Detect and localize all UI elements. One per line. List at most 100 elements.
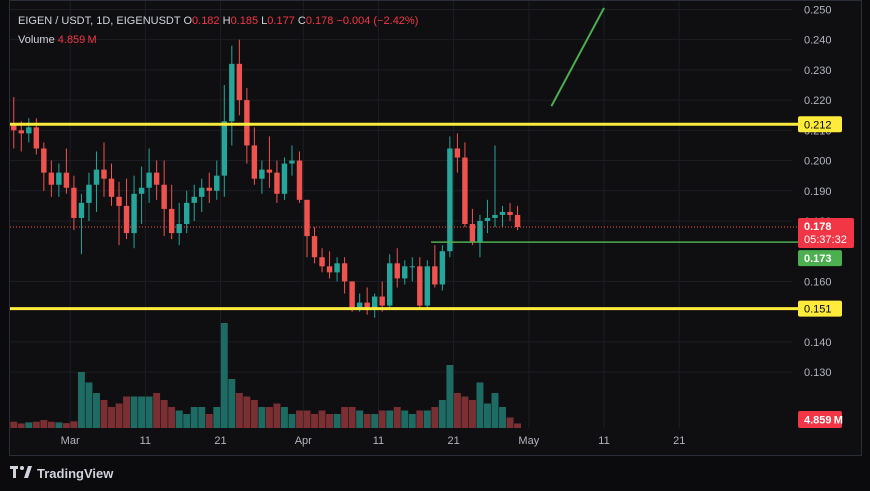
candle-up (281, 163, 288, 194)
candle-up (214, 175, 220, 191)
candle-up (229, 63, 235, 122)
candle-up (93, 169, 100, 185)
candle-up (86, 184, 92, 203)
candle-up (26, 127, 32, 134)
candle-up (146, 172, 152, 188)
volume-bar (228, 379, 236, 428)
rising-trend-line (550, 7, 605, 107)
volume-bar (408, 414, 416, 428)
candle-up (191, 196, 197, 203)
candle-down (161, 184, 167, 209)
candle-down (33, 127, 40, 149)
volume-bar (371, 414, 379, 428)
candle-up (447, 148, 453, 252)
candle-up (199, 187, 205, 197)
candle-up (176, 224, 182, 234)
volume-bar (499, 407, 506, 428)
candle-down (296, 160, 303, 200)
x-tick-label: 11 (140, 435, 151, 447)
candle-down (319, 257, 325, 267)
volume-bar (93, 393, 100, 428)
volume-bar (153, 393, 161, 428)
candle-down (341, 263, 348, 282)
volume-bar (213, 407, 221, 428)
volume-bar (288, 414, 296, 428)
volume-bar (47, 421, 55, 428)
candle-down (364, 302, 370, 309)
volume-bar (258, 407, 266, 428)
volume-bar (484, 403, 491, 428)
volume-bar (296, 410, 303, 428)
volume-bar (423, 410, 431, 428)
volume-bar (363, 414, 371, 428)
y-tick-label: 0.160 (804, 276, 832, 288)
candle-up (484, 217, 491, 221)
candle-up (402, 266, 408, 279)
x-tick-label: May (518, 435, 539, 447)
volume-bar (220, 323, 228, 428)
candle-down (108, 178, 115, 197)
y-tick-label: 0.240 (804, 35, 832, 47)
candle-down (507, 211, 513, 215)
candle-down (274, 172, 280, 194)
volume-bar (348, 407, 356, 428)
volume-bar (446, 365, 454, 428)
volume-bar (40, 419, 48, 428)
volume-bar (175, 410, 183, 428)
last-price-label: 0.178 (804, 221, 832, 233)
y-tick-label: 0.230 (804, 65, 832, 77)
low-value: 0.177 (267, 15, 295, 27)
candle-up (138, 187, 145, 194)
x-tick-label: 21 (448, 435, 460, 447)
volume-bar (10, 421, 18, 428)
volume-bar (393, 407, 401, 428)
candle-down (11, 124, 17, 131)
symbol-title: EIGEN / USDT, 1D, EIGENUSDT (18, 15, 181, 27)
volume-bar (77, 372, 85, 428)
volume-bar (514, 423, 522, 428)
tradingview-branding[interactable]: TradingView (10, 463, 113, 483)
candle-up (78, 202, 85, 218)
volume-bar (123, 396, 131, 428)
tradingview-logo-icon (10, 465, 32, 481)
candle-up (371, 296, 378, 309)
level-212-label: 0.212 (804, 119, 832, 131)
volume-bar (25, 422, 33, 428)
x-tick-label: Apr (295, 435, 312, 447)
candle-down (168, 208, 175, 234)
candle-down (41, 148, 47, 173)
candle-down (462, 157, 468, 225)
candle-down (469, 224, 476, 243)
open-label: O (183, 15, 193, 27)
y-tick-label: 0.200 (804, 156, 832, 168)
chart-panel[interactable] (9, 0, 862, 456)
candle-down (244, 100, 250, 146)
candle-down (326, 266, 333, 273)
candle-up (439, 251, 446, 285)
volume-bar (130, 396, 138, 428)
volume-bar (453, 393, 461, 428)
volume-bar (491, 393, 499, 428)
volume-bar (416, 410, 424, 428)
candle-up (221, 121, 228, 176)
brand-name: TradingView (37, 465, 114, 481)
candle-down (417, 266, 423, 306)
volume-bar (100, 400, 108, 428)
volume-bar (333, 414, 341, 428)
volume-bar (235, 393, 243, 428)
level-151-label: 0.151 (804, 304, 832, 316)
volume-value: 4.859 M (57, 34, 97, 46)
volume-bar (55, 422, 63, 428)
candle-up (356, 302, 363, 309)
volume-bar (85, 382, 93, 428)
volume-bar (190, 407, 198, 428)
volume-last-label: 4.859 M (804, 415, 843, 427)
volume-bar (468, 400, 476, 428)
candle-down (71, 187, 77, 218)
candle-down (63, 172, 70, 188)
volume-bar (145, 396, 153, 428)
volume-bar (62, 423, 70, 428)
y-tick-label: 0.190 (804, 186, 832, 198)
x-tick-label: 21 (214, 435, 226, 447)
